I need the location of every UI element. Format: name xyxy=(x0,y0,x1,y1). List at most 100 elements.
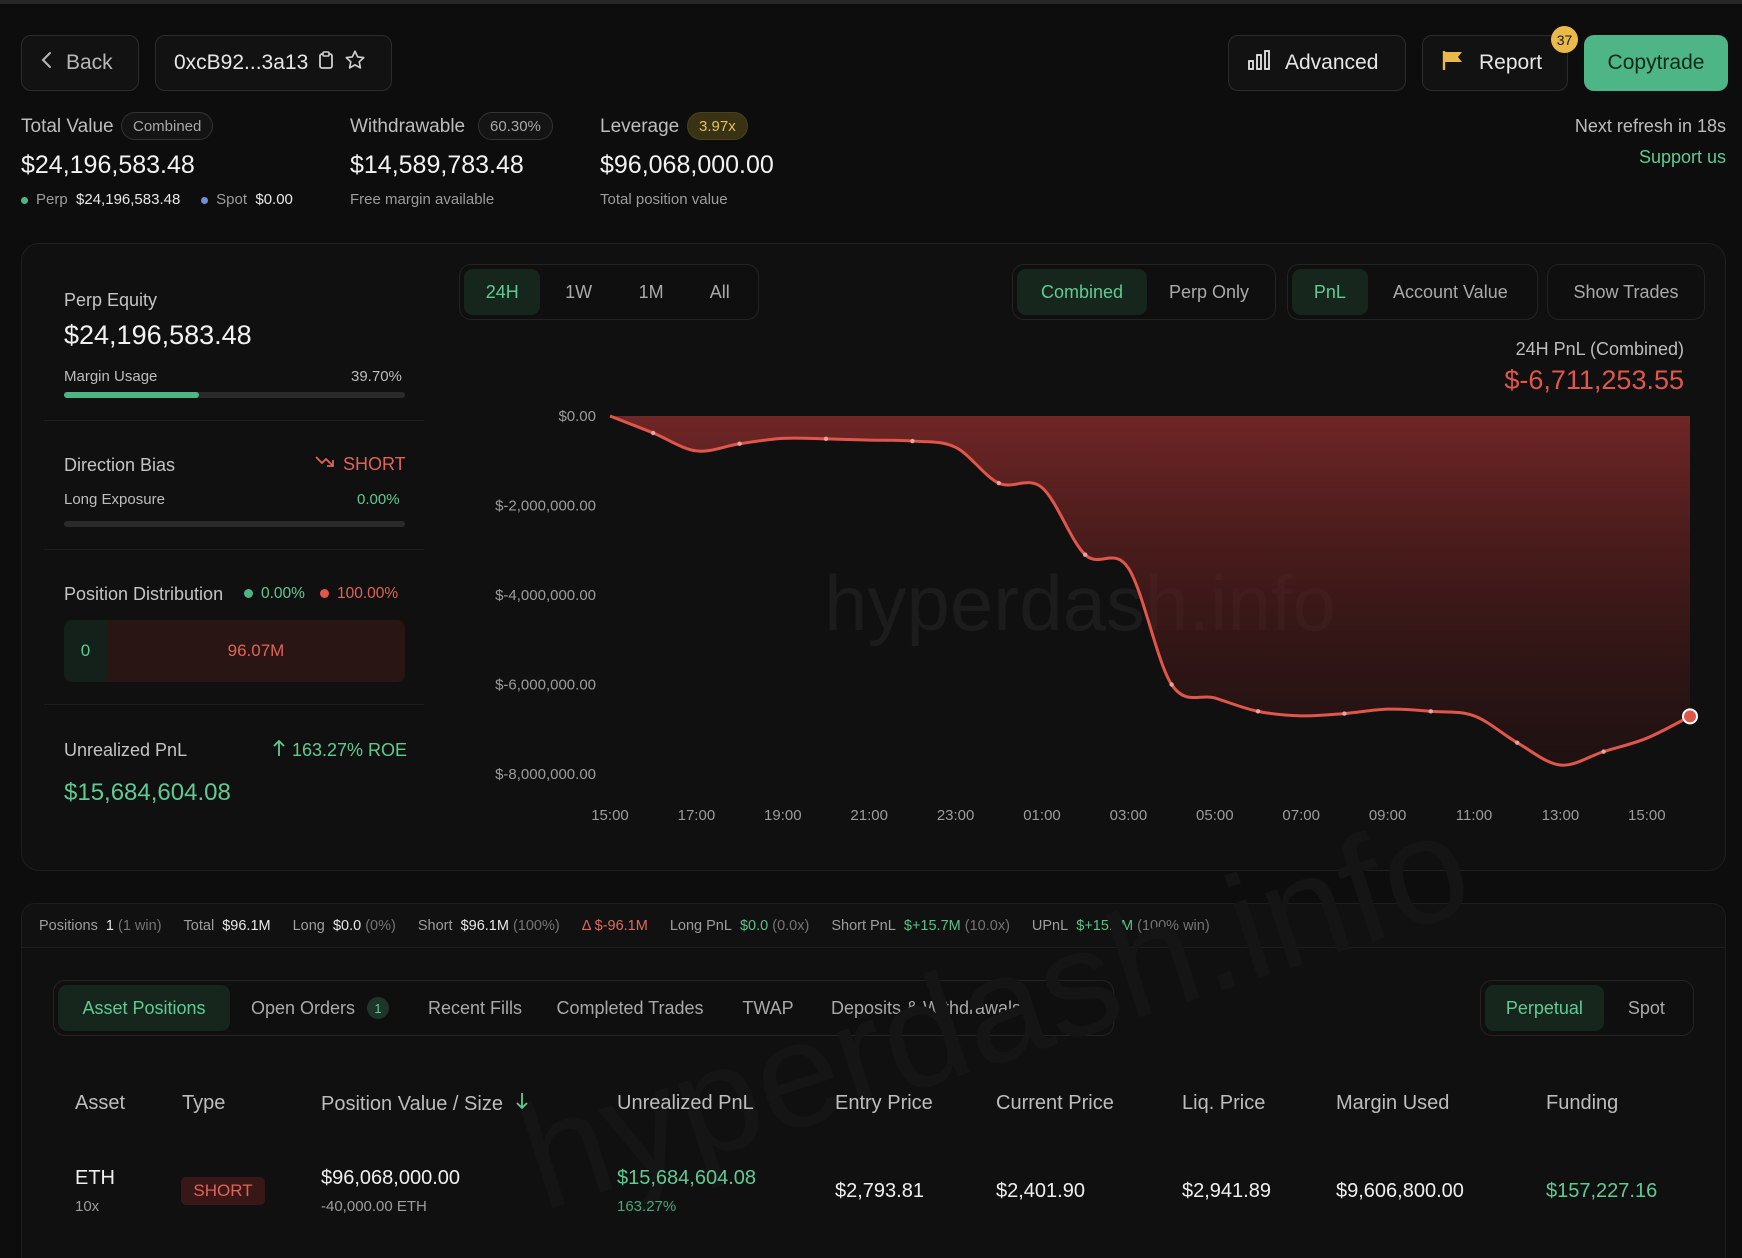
support-link[interactable]: Support us xyxy=(1638,147,1726,167)
positions-summary: Positions 1 (1 win) Total $96.1M Long $0… xyxy=(21,903,1726,947)
row-entry-price: $2,793.81 xyxy=(835,1180,924,1202)
show-trades-button[interactable]: Show Trades xyxy=(1547,264,1705,320)
pnl-area xyxy=(610,416,1690,766)
x-tick-label: 01:00 xyxy=(1023,807,1061,824)
summary-long: Long $0.0 (0%) xyxy=(293,918,396,934)
report-label: Report xyxy=(1479,51,1543,74)
chevron-left-icon xyxy=(40,50,54,76)
wallet-address: 0xcB92...3a13 xyxy=(174,51,309,74)
long-pnl-note: (0.0x) xyxy=(772,917,810,934)
col-type[interactable]: Type xyxy=(182,1092,226,1114)
long-exposure-value: 0.00% xyxy=(357,491,400,508)
col-funding[interactable]: Funding xyxy=(1546,1092,1619,1114)
withdrawable-label: Withdrawable xyxy=(350,116,466,137)
pnl-point xyxy=(1515,740,1520,745)
perp-spot-breakdown: Perp $24,196,583.48 Spot $0.00 xyxy=(21,191,293,208)
next-refresh: Next refresh in 18s xyxy=(1574,116,1726,136)
withdrawable-value: $14,589,783.48 xyxy=(350,151,524,179)
x-tick-label: 05:00 xyxy=(1196,807,1234,824)
open-orders-count: 1 xyxy=(367,997,390,1019)
pnl-point xyxy=(910,438,915,444)
range-1m[interactable]: 1M xyxy=(638,281,664,302)
copytrade-button[interactable]: Copytrade xyxy=(1584,35,1728,91)
position-distribution-bar: 0 96.07M xyxy=(64,620,405,682)
col-current-price[interactable]: Current Price xyxy=(996,1092,1114,1114)
roe-value: 163.27% ROE xyxy=(292,740,408,760)
short-pnl-note: (10.0x) xyxy=(964,917,1010,934)
long-pnl-value: $0.0 xyxy=(739,917,769,934)
mode-combined[interactable]: Combined xyxy=(1017,269,1147,315)
short-value: $96.1M xyxy=(460,917,509,934)
tab-twap[interactable]: TWAP xyxy=(742,997,794,1018)
range-all[interactable]: All xyxy=(709,281,730,302)
copy-icon[interactable] xyxy=(318,50,334,76)
perp-equity-label: Perp Equity xyxy=(64,290,158,310)
metric-account-value[interactable]: Account Value xyxy=(1392,281,1508,302)
pnl-point xyxy=(1428,709,1434,714)
pnl-point xyxy=(996,480,1001,486)
x-tick-label: 11:00 xyxy=(1456,807,1492,824)
combined-pill: Combined xyxy=(121,112,214,140)
perp-dot-icon xyxy=(21,196,28,204)
report-count-badge: 37 xyxy=(1551,26,1578,53)
direction-bias: SHORT xyxy=(315,454,406,475)
short-note: (100%) xyxy=(512,917,560,934)
tab-open-orders[interactable]: Open Orders 1 xyxy=(230,985,410,1031)
mode-perp-only[interactable]: Perp Only xyxy=(1168,281,1249,302)
back-button[interactable]: Back xyxy=(21,35,139,91)
direction-bias-value: SHORT xyxy=(343,454,406,474)
upnl-label: UPnL xyxy=(1031,917,1069,934)
summary-positions: Positions 1 (1 win) xyxy=(39,918,162,934)
divider xyxy=(44,420,424,421)
row-funding: $157,227.16 xyxy=(1546,1180,1658,1202)
pnl-point xyxy=(651,430,656,436)
withdrawable-pill: 60.30% xyxy=(478,112,553,140)
tab-completed-trades[interactable]: Completed Trades xyxy=(556,997,704,1018)
margin-usage-value: 39.70% xyxy=(351,368,402,385)
col-entry-price[interactable]: Entry Price xyxy=(835,1092,933,1114)
col-margin-used[interactable]: Margin Used xyxy=(1336,1092,1450,1114)
pnl-point xyxy=(1342,711,1347,716)
star-icon[interactable] xyxy=(344,49,366,77)
tab-deposits-withdrawals[interactable]: Deposits & Withdrawals xyxy=(830,997,1022,1018)
arrow-up-icon xyxy=(272,739,286,762)
long-dot-icon xyxy=(244,589,253,599)
margin-usage-bar xyxy=(64,392,405,398)
report-button[interactable]: Report xyxy=(1422,35,1568,91)
x-tick-label: 17:00 xyxy=(678,807,716,824)
pnl-line xyxy=(609,414,1691,767)
short-pct-value: 100.00% xyxy=(337,585,399,602)
range-24h[interactable]: 24H xyxy=(464,269,541,315)
col-unrealized-pnl[interactable]: Unrealized PnL xyxy=(617,1092,754,1114)
market-spot[interactable]: Spot xyxy=(1627,997,1665,1018)
row-current-price: $2,401.90 xyxy=(996,1180,1085,1202)
pnl-point xyxy=(823,436,829,442)
y-tick-label: $-2,000,000.00 xyxy=(495,498,596,515)
metric-pnl[interactable]: PnL xyxy=(1292,269,1368,315)
tab-open-orders-label: Open Orders xyxy=(250,997,356,1018)
market-perpetual[interactable]: Perpetual xyxy=(1485,985,1604,1031)
pnl-point xyxy=(1255,709,1261,714)
x-tick-label: 07:00 xyxy=(1282,807,1320,824)
margin-usage-label: Margin Usage xyxy=(64,368,158,385)
x-tick-label: 09:00 xyxy=(1369,807,1407,824)
spot-dot-icon xyxy=(201,196,209,204)
col-position-value[interactable]: Position Value / Size xyxy=(321,1092,529,1116)
advanced-button[interactable]: Advanced xyxy=(1228,35,1406,91)
tab-asset-positions[interactable]: Asset Positions xyxy=(58,985,230,1031)
x-tick-label: 15:00 xyxy=(1628,807,1666,824)
x-tick-label: 19:00 xyxy=(764,807,802,824)
col-asset[interactable]: Asset xyxy=(75,1092,126,1114)
y-tick-label: $-6,000,000.00 xyxy=(495,677,596,694)
margin-usage-fill xyxy=(64,392,200,398)
row-type-badge: SHORT xyxy=(181,1177,265,1205)
long-exposure-bar xyxy=(64,521,405,527)
wallet-address-chip: 0xcB92...3a13 xyxy=(155,35,392,91)
sort-down-icon xyxy=(515,1092,529,1116)
range-1w[interactable]: 1W xyxy=(565,281,593,302)
long-label: Long xyxy=(292,917,325,934)
tab-recent-fills[interactable]: Recent Fills xyxy=(427,997,523,1018)
show-trades-label: Show Trades xyxy=(1573,281,1679,302)
col-liq-price[interactable]: Liq. Price xyxy=(1182,1092,1266,1114)
